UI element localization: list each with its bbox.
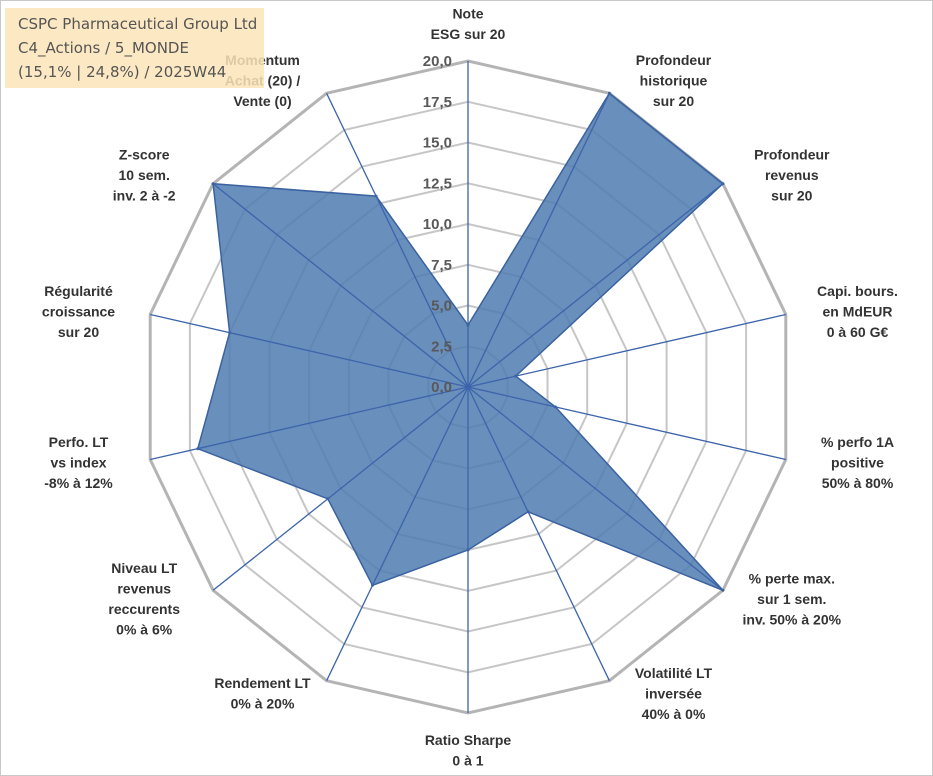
- radar-spokes: [150, 61, 786, 713]
- axis-label-line: Ratio Sharpe: [425, 732, 512, 748]
- series-area: [196, 92, 725, 591]
- axis-label: Profondeur revenus sur 20: [754, 147, 830, 204]
- axis-label-line: sur 1 sem.: [757, 591, 826, 607]
- axis-label-line: 50% à 80%: [822, 475, 894, 491]
- tick-label: 10,0: [423, 216, 452, 233]
- axis-label: Z-score 10 sem. inv. 2 à -2: [113, 147, 176, 204]
- tick-label: 0,0: [431, 379, 452, 396]
- tick-label: 2,5: [431, 338, 452, 355]
- axis-spoke: [467, 386, 610, 681]
- axis-spoke: [326, 93, 469, 388]
- axis-spoke: [150, 313, 469, 388]
- portfolio-label: C4_Actions / 5_MONDE: [18, 39, 189, 57]
- axis-label-line: Niveau LT: [111, 560, 177, 576]
- axis-label: Profondeur historique sur 20: [636, 52, 712, 109]
- axis-label-line: Profondeur: [754, 147, 830, 163]
- tick-label: 5,0: [431, 298, 452, 315]
- axis-label-line: ESG sur 20: [431, 26, 506, 42]
- tick-label: 15,0: [423, 135, 452, 152]
- axis-label-line: Capi. bours.: [817, 283, 898, 299]
- axis-label-line: historique: [640, 73, 708, 89]
- axis-label-line: Profondeur: [636, 52, 712, 68]
- axis-label: Capi. bours. en MdEUR 0 à 60 G€: [817, 283, 898, 340]
- axis-label-line: 40% à 0%: [642, 706, 706, 722]
- axis-spoke: [467, 386, 724, 591]
- axis-label: Niveau LT revenus reccurents 0% à 6%: [108, 560, 180, 638]
- axis-label-line: en MdEUR: [823, 303, 893, 319]
- axis-label-line: Perfo. LT: [49, 434, 109, 450]
- tick-label: 17,5: [423, 94, 452, 111]
- axis-label-line: 0 à 60 G€: [827, 324, 889, 340]
- axis-label-line: Note: [452, 6, 483, 22]
- axis-label-line: -8% à 12%: [44, 475, 113, 491]
- axis-label: Volatilité LT inversée 40% à 0%: [635, 665, 713, 722]
- radar-area-layer: [196, 91, 725, 592]
- axis-spoke: [326, 386, 469, 681]
- axis-label: Ratio Sharpe 0 à 1: [425, 732, 512, 769]
- axis-label-line: 0% à 20%: [231, 696, 295, 712]
- radial-tick-labels: 0,0 2,5 5,0 7,5 10,0 12,5 15,0 17,5 20,0: [423, 53, 452, 396]
- axis-spoke: [467, 93, 610, 388]
- axis-label: Note ESG sur 20: [431, 6, 506, 43]
- axis-spoke: [212, 183, 469, 388]
- axis-label: Perfo. LT vs index -8% à 12%: [44, 434, 113, 491]
- axis-label-line: sur 20: [653, 93, 694, 109]
- company-name: CSPC Pharmaceutical Group Ltd: [18, 15, 258, 33]
- axis-label-line: Rendement LT: [214, 675, 311, 691]
- axis-label-line: vs index: [50, 455, 106, 471]
- axis-label-line: 10 sem.: [119, 167, 170, 183]
- axis-label-line: inversée: [645, 685, 702, 701]
- axis-label-line: Z-score: [119, 147, 170, 163]
- axis-label-line: Volatilité LT: [635, 665, 713, 681]
- axis-label-line: inv. 2 à -2: [113, 188, 176, 204]
- axis-label-line: 0% à 6%: [116, 622, 173, 638]
- axis-label-line: Régularité: [44, 283, 113, 299]
- axis-label-line: positive: [831, 455, 884, 471]
- chart-info-box: CSPC Pharmaceutical Group Ltd C4_Actions…: [5, 8, 264, 88]
- axis-label: Régularité croissance sur 20: [42, 283, 115, 340]
- axis-label: Rendement LT 0% à 20%: [214, 675, 311, 712]
- axis-spoke: [467, 313, 786, 388]
- tick-label: 20,0: [423, 53, 452, 70]
- axis-label-line: croissance: [42, 303, 115, 319]
- axis-label-line: % perfo 1A: [821, 434, 894, 450]
- axis-label-line: sur 20: [58, 324, 99, 340]
- axis-label: % perfo 1A positive 50% à 80%: [821, 434, 894, 491]
- axis-spoke: [150, 386, 469, 461]
- performance-stats: (15,1% | 24,8%) / 2025W44: [18, 63, 227, 81]
- axis-spoke: [212, 386, 469, 591]
- axis-label: % perte max. sur 1 sem. inv. 50% à 20%: [743, 571, 842, 628]
- axis-label-line: reccurents: [108, 601, 180, 617]
- axis-spoke: [467, 386, 786, 461]
- tick-label: 12,5: [423, 175, 452, 192]
- axis-label-line: revenus: [765, 167, 819, 183]
- axis-spoke: [467, 183, 724, 388]
- axis-label-line: sur 20: [771, 188, 812, 204]
- tick-label: 7,5: [431, 257, 452, 274]
- axis-label-line: inv. 50% à 20%: [743, 612, 842, 628]
- axis-label-line: revenus: [117, 581, 171, 597]
- axis-label-line: Vente (0): [233, 93, 291, 109]
- axis-label-line: 0 à 1: [452, 753, 483, 769]
- axis-label-line: % perte max.: [749, 571, 835, 587]
